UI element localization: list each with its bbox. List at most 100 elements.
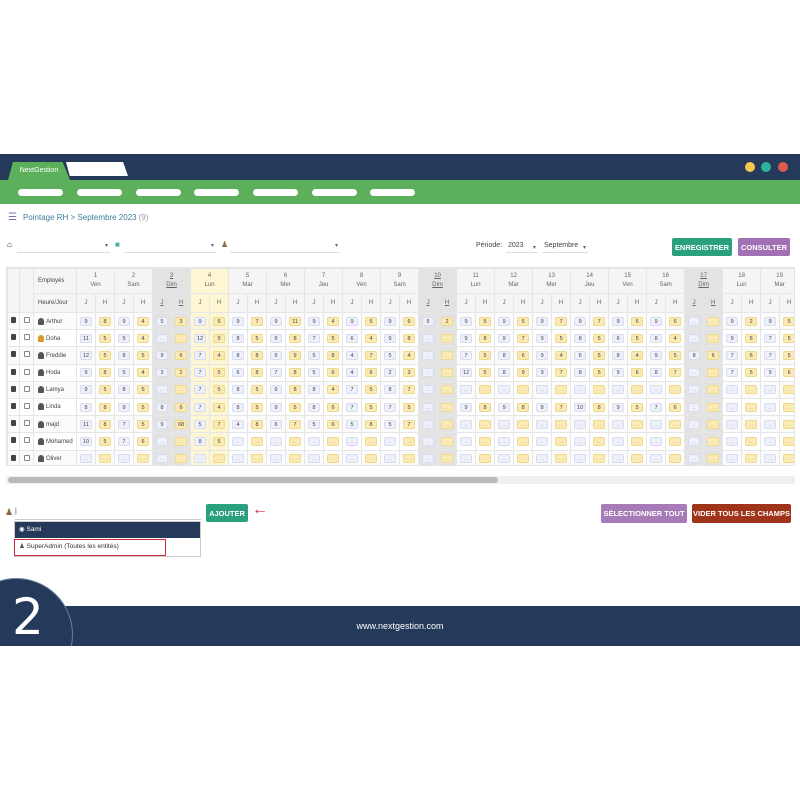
trash-icon[interactable]: [11, 437, 16, 444]
days-input[interactable]: ...: [498, 436, 511, 446]
hours-input[interactable]: 7: [593, 316, 606, 326]
days-input[interactable]: ...: [422, 419, 435, 429]
hours-input[interactable]: 11: [289, 316, 302, 326]
hours-input[interactable]: 6: [517, 350, 530, 360]
days-input[interactable]: ...: [422, 333, 435, 343]
hours-input[interactable]: 8: [403, 333, 416, 343]
days-input[interactable]: ...: [346, 454, 359, 464]
days-input[interactable]: 7: [194, 350, 207, 360]
hours-input[interactable]: ...: [441, 368, 454, 378]
days-input[interactable]: ...: [536, 436, 549, 446]
days-input[interactable]: ...: [422, 368, 435, 378]
days-input[interactable]: ...: [612, 454, 625, 464]
hours-input[interactable]: 3: [175, 316, 188, 326]
days-input[interactable]: ...: [460, 385, 473, 395]
hours-input[interactable]: 8: [99, 402, 111, 412]
hours-input[interactable]: ...: [745, 385, 758, 395]
hours-input[interactable]: ...: [327, 454, 340, 464]
hours-input[interactable]: ...: [479, 419, 492, 429]
employee-select[interactable]: ▾: [230, 240, 340, 253]
days-input[interactable]: ...: [688, 436, 701, 446]
hours-input[interactable]: 7: [365, 350, 378, 360]
hours-input[interactable]: 4: [137, 316, 150, 326]
days-input[interactable]: 5: [384, 419, 397, 429]
hours-input[interactable]: 9: [213, 333, 226, 343]
days-input[interactable]: ...: [764, 402, 777, 412]
add-user-input[interactable]: |: [15, 508, 201, 520]
hours-input[interactable]: ...: [669, 419, 682, 429]
days-input[interactable]: 9: [346, 316, 359, 326]
days-input[interactable]: ...: [726, 436, 739, 446]
hours-input[interactable]: ...: [289, 436, 302, 446]
days-input[interactable]: ...: [764, 419, 777, 429]
nav-item[interactable]: [370, 189, 415, 196]
days-input[interactable]: 9: [612, 316, 625, 326]
days-input[interactable]: 8: [232, 333, 245, 343]
hours-input[interactable]: ...: [441, 333, 454, 343]
days-input[interactable]: ...: [536, 454, 549, 464]
days-input[interactable]: ...: [650, 454, 663, 464]
days-input[interactable]: 9: [612, 402, 625, 412]
days-input[interactable]: 7: [194, 402, 207, 412]
hours-input[interactable]: ...: [251, 454, 264, 464]
hours-input[interactable]: ...: [137, 454, 150, 464]
days-input[interactable]: 4: [232, 419, 245, 429]
days-input[interactable]: ...: [156, 454, 169, 464]
days-input[interactable]: ...: [498, 419, 511, 429]
days-input[interactable]: 5: [270, 350, 283, 360]
days-input[interactable]: 8: [118, 350, 131, 360]
nav-item[interactable]: [194, 189, 239, 196]
days-input[interactable]: 9: [270, 402, 283, 412]
days-input[interactable]: 8: [308, 385, 321, 395]
hours-input[interactable]: 5: [99, 385, 111, 395]
days-input[interactable]: 6: [346, 333, 359, 343]
days-input[interactable]: 7: [346, 385, 359, 395]
hours-input[interactable]: 6: [175, 350, 188, 360]
hours-input[interactable]: ...: [707, 419, 720, 429]
nav-item[interactable]: [136, 189, 181, 196]
hours-input[interactable]: 5: [213, 436, 226, 446]
days-input[interactable]: ...: [688, 316, 701, 326]
days-input[interactable]: 5: [118, 333, 131, 343]
days-input[interactable]: 8: [612, 350, 625, 360]
hours-input[interactable]: 5: [479, 350, 492, 360]
nav-item[interactable]: [312, 189, 357, 196]
days-input[interactable]: 8: [156, 402, 169, 412]
days-input[interactable]: 9: [308, 316, 321, 326]
hours-input[interactable]: ...: [707, 436, 720, 446]
days-input[interactable]: 7: [118, 419, 131, 429]
hours-input[interactable]: 7: [289, 419, 302, 429]
days-input[interactable]: 9: [270, 333, 283, 343]
days-input[interactable]: ...: [460, 419, 473, 429]
hours-input[interactable]: 6: [403, 316, 416, 326]
days-input[interactable]: ...: [574, 419, 587, 429]
days-input[interactable]: 7: [384, 402, 397, 412]
hours-input[interactable]: 4: [327, 316, 340, 326]
days-input[interactable]: 8: [308, 402, 321, 412]
hours-input[interactable]: ...: [517, 454, 530, 464]
hours-input[interactable]: 2: [175, 368, 188, 378]
days-input[interactable]: ...: [422, 436, 435, 446]
days-input[interactable]: 3: [156, 368, 169, 378]
hours-input[interactable]: 5: [631, 402, 644, 412]
days-input[interactable]: ...: [726, 385, 739, 395]
days-input[interactable]: ...: [384, 436, 397, 446]
days-input[interactable]: ...: [422, 385, 435, 395]
days-input[interactable]: 9: [460, 402, 473, 412]
days-input[interactable]: 9: [536, 350, 549, 360]
days-input[interactable]: 7: [270, 368, 283, 378]
days-input[interactable]: ...: [232, 436, 245, 446]
hours-input[interactable]: 2: [441, 316, 454, 326]
days-input[interactable]: 9: [232, 316, 245, 326]
hours-input[interactable]: 6: [365, 368, 378, 378]
days-input[interactable]: 8: [650, 333, 663, 343]
days-input[interactable]: 9: [80, 316, 92, 326]
hours-input[interactable]: 6: [745, 350, 758, 360]
days-input[interactable]: 9: [460, 333, 473, 343]
hours-input[interactable]: 8: [365, 419, 378, 429]
hours-input[interactable]: 5: [137, 350, 150, 360]
days-input[interactable]: 6: [612, 333, 625, 343]
hours-input[interactable]: 8: [251, 419, 264, 429]
days-input[interactable]: ...: [688, 419, 701, 429]
hours-input[interactable]: ...: [593, 385, 606, 395]
